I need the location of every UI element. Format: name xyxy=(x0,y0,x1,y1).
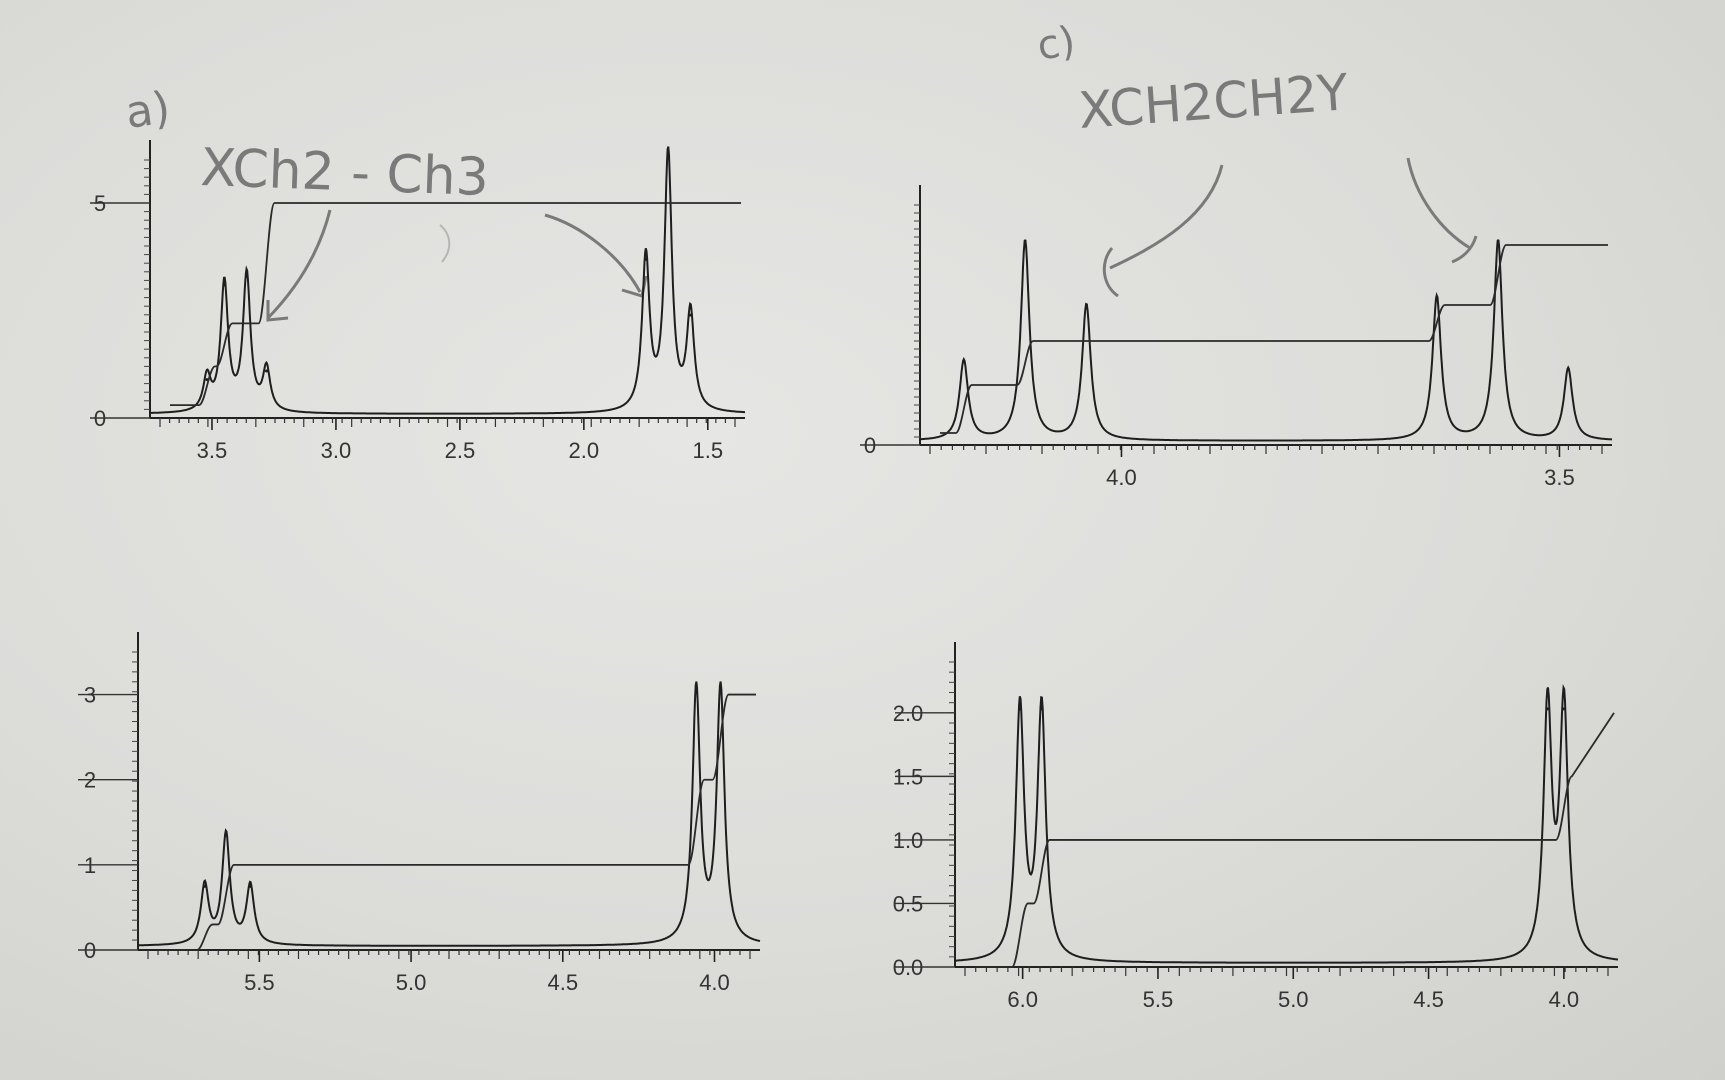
integral-line xyxy=(975,712,1615,968)
spectrum-line xyxy=(955,683,1619,964)
panel-c-label: c) xyxy=(1034,18,1079,70)
x-tick-label: 4.5 xyxy=(547,970,578,995)
arrow-ch2-c2 xyxy=(1406,157,1471,250)
mark-a xyxy=(439,224,451,263)
x-tick-label: 5.5 xyxy=(1143,987,1174,1012)
arrowhead-ch2-a xyxy=(266,300,289,322)
x-tick-label: 3.0 xyxy=(321,438,352,463)
y-tick-label: 0 xyxy=(94,406,106,431)
peak-point xyxy=(1496,239,1500,243)
arrowhead-ch2-c xyxy=(1102,247,1119,298)
peak-point xyxy=(203,884,207,888)
x-tick-label: 2.0 xyxy=(569,438,600,463)
integral-line xyxy=(170,202,741,406)
y-tick-label: 1 xyxy=(84,853,96,878)
chart-top-right: 4.0 3.5 0 xyxy=(860,185,1612,490)
peak-point xyxy=(1566,367,1570,371)
integral-line xyxy=(158,693,756,951)
spectrum-line xyxy=(150,146,745,415)
y-tick-label: 1.5 xyxy=(893,764,924,789)
peak-point xyxy=(222,283,226,287)
peak-point xyxy=(1546,707,1550,711)
x-tick-label: 4.0 xyxy=(699,970,730,995)
chart-bottom-right: 6.0 5.5 5.0 4.5 4.0 0.0 0.5 1.0 1.5 2.0 xyxy=(893,642,1619,1012)
peak-point xyxy=(644,257,648,261)
peak-point xyxy=(719,689,723,693)
peak-point xyxy=(1018,707,1022,711)
spectrum-line xyxy=(138,681,761,947)
y-tick-label: 2.0 xyxy=(893,701,924,726)
peak-point xyxy=(666,154,670,158)
peak-point xyxy=(248,884,252,888)
y-tick-label: 5 xyxy=(94,191,106,216)
x-tick-label: 4.0 xyxy=(1106,465,1137,490)
panel-c-formula: XCH2CH2Y xyxy=(1077,63,1351,140)
y-tick-label: 3 xyxy=(84,683,96,708)
peak-point xyxy=(245,274,249,278)
peak-point xyxy=(1084,303,1088,307)
peak-point xyxy=(962,359,966,363)
peak-point xyxy=(265,369,269,373)
arrow-ch2-c xyxy=(1109,164,1224,270)
x-tick-label: 4.5 xyxy=(1413,987,1444,1012)
x-tick-label: 5.0 xyxy=(396,970,427,995)
x-tick-label: 4.0 xyxy=(1549,987,1580,1012)
peak-point xyxy=(688,313,692,317)
y-tick-label: 0.5 xyxy=(893,891,924,916)
y-tick-label: 0 xyxy=(84,938,96,963)
peak-point xyxy=(694,689,698,693)
arrowhead-ch2-c2 xyxy=(1451,235,1478,264)
y-tick-label: 0 xyxy=(864,433,876,458)
peak-point xyxy=(1562,707,1566,711)
spectrum-line xyxy=(920,239,1612,442)
peak-point xyxy=(1040,707,1044,711)
integral-line xyxy=(940,244,1608,434)
arrow-ch2-a xyxy=(266,209,332,320)
peak-point xyxy=(1435,295,1439,299)
chart-top-left: 3.5 3.0 2.5 2.0 1.5 0 5 xyxy=(90,140,745,463)
x-tick-label: 6.0 xyxy=(1007,987,1038,1012)
x-tick-label: 2.5 xyxy=(445,438,476,463)
panel-a-formula: XCh2 - Ch3 xyxy=(200,138,490,208)
x-tick-label: 1.5 xyxy=(693,438,724,463)
y-tick-label: 0.0 xyxy=(893,955,924,980)
panel-a-label: a) xyxy=(122,82,173,139)
x-tick-label: 5.5 xyxy=(244,970,275,995)
arrow-ch3-a xyxy=(544,213,642,293)
peak-point xyxy=(1023,239,1027,243)
y-tick-label: 2 xyxy=(84,768,96,793)
handwritten-annotations: a) XCh2 - Ch3 c) XCH2CH2Y xyxy=(122,18,1478,322)
y-tick-label: 1.0 xyxy=(893,828,924,853)
x-tick-label: 3.5 xyxy=(1544,465,1575,490)
x-tick-label: 3.5 xyxy=(197,438,228,463)
chart-bottom-left: 5.5 5.0 4.5 4.0 0 1 2 3 xyxy=(78,632,761,995)
peak-point xyxy=(224,833,228,837)
x-tick-label: 5.0 xyxy=(1278,987,1309,1012)
